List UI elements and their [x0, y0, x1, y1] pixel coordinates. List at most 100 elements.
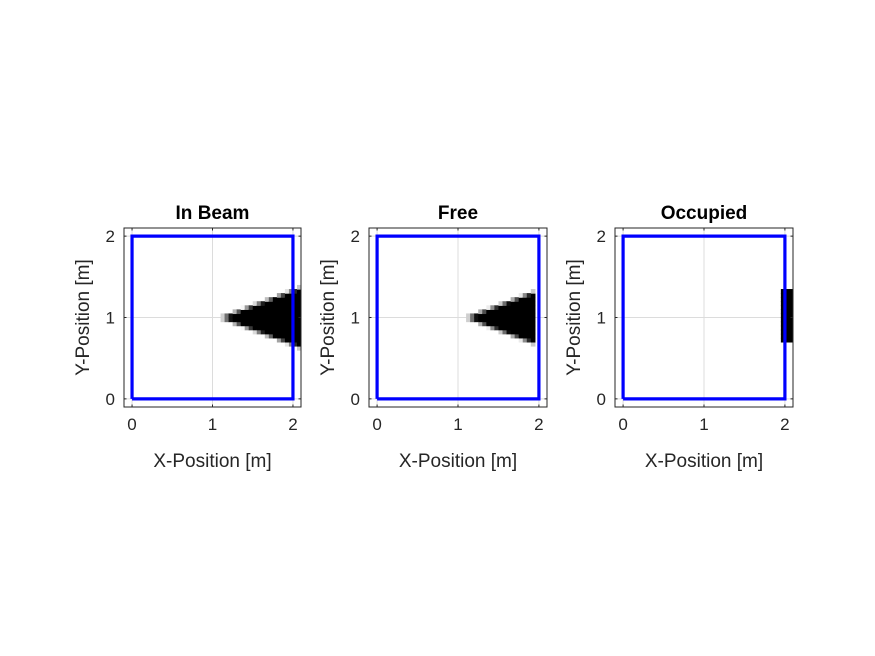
occupancy-cell: [292, 297, 298, 302]
occupancy-cell: [474, 313, 479, 319]
occupancy-cell: [522, 321, 528, 327]
occupancy-cell: [514, 309, 520, 315]
occupancy-cell: [466, 313, 471, 319]
occupancy-cell: [256, 325, 262, 331]
occupancy-cell: [256, 317, 262, 323]
occupancy-cell: [514, 317, 520, 323]
occupancy-cell: [780, 309, 786, 315]
occupancy-cell: [526, 301, 532, 306]
occupancy-cell: [272, 317, 278, 323]
occupancy-cell: [296, 289, 301, 294]
occupancy-cell: [224, 317, 230, 323]
occupancy-cell: [296, 333, 301, 339]
occupancy-cell: [240, 313, 246, 319]
occupancy-cell: [276, 325, 282, 331]
occupancy-cell: [256, 321, 262, 327]
occupancy-cell: [240, 321, 246, 327]
occupancy-cell: [264, 313, 270, 319]
occupancy-cell: [268, 305, 274, 310]
occupancy-cell: [514, 301, 520, 306]
occupancy-cell: [260, 325, 266, 331]
occupancy-cell: [288, 333, 294, 339]
occupancy-cell: [780, 325, 786, 331]
y-axis-label: Y-Position [m]: [564, 259, 585, 376]
occupancy-cell: [780, 293, 786, 298]
occupancy-cell: [280, 317, 286, 323]
subplot-title: Occupied: [661, 203, 748, 224]
occupancy-cell: [498, 325, 504, 331]
occupancy-cell: [522, 337, 528, 343]
occupancy-cell: [788, 301, 793, 306]
occupancy-cell: [252, 309, 258, 315]
occupancy-cell: [486, 309, 491, 315]
occupancy-cell: [522, 333, 528, 339]
y-tick-label: 2: [597, 227, 606, 246]
occupancy-cell: [264, 297, 270, 302]
occupancy-cells: [466, 289, 536, 347]
occupancy-cell: [232, 317, 238, 323]
occupancy-cell: [482, 317, 487, 323]
x-tick-label: 2: [534, 415, 543, 434]
occupancy-cell: [780, 321, 786, 327]
occupancy-cell: [284, 337, 290, 343]
occupancy-cell: [296, 321, 301, 327]
occupancy-cell: [272, 333, 278, 339]
occupancy-cell: [784, 317, 790, 323]
occupancy-cell: [514, 329, 520, 335]
occupancy-cell: [260, 301, 266, 306]
occupancy-cell: [288, 321, 294, 327]
occupancy-cell: [518, 329, 524, 335]
occupancy-cell: [526, 329, 532, 335]
occupancy-cell: [268, 301, 274, 306]
occupancy-cell: [264, 317, 270, 323]
occupancy-cell: [530, 309, 536, 315]
occupancy-cell: [498, 309, 504, 315]
occupancy-cell: [502, 301, 508, 306]
occupancy-cell: [510, 305, 516, 310]
occupancy-cell: [296, 309, 301, 315]
occupancy-cell: [268, 313, 274, 319]
occupancy-cell: [526, 325, 532, 331]
occupancy-cell: [244, 321, 250, 327]
occupancy-cell: [780, 317, 786, 323]
x-tick-label: 0: [127, 415, 136, 434]
occupancy-cell: [264, 329, 270, 335]
x-tick-label: 1: [208, 415, 217, 434]
occupancy-cell: [248, 325, 254, 331]
occupancy-cell: [780, 305, 786, 310]
occupancy-cell: [530, 329, 536, 335]
subplot-title: Free: [438, 203, 478, 224]
boundary-line: [621, 234, 787, 401]
occupancy-cell: [264, 309, 270, 315]
occupancy-cell: [780, 289, 786, 294]
occupancy-cell: [518, 313, 524, 319]
occupancy-cell: [260, 317, 266, 323]
occupancy-cell: [236, 309, 242, 315]
occupancy-cell: [780, 297, 786, 302]
occupancy-cell: [236, 313, 242, 319]
occupancy-cell: [530, 293, 536, 298]
x-tick-label: 0: [618, 415, 627, 434]
occupancy-cell: [220, 313, 226, 319]
occupancy-cell: [490, 325, 496, 331]
occupancy-cell: [256, 305, 262, 310]
occupancy-cell: [284, 301, 290, 306]
occupancy-cell: [244, 305, 250, 310]
occupancy-cell: [264, 325, 270, 331]
occupancy-cell: [486, 325, 491, 331]
occupancy-cell: [506, 305, 512, 310]
occupancy-cell: [482, 313, 487, 319]
occupancy-cell: [530, 341, 536, 347]
occupancy-cell: [494, 309, 500, 315]
occupancy-cell: [788, 321, 793, 327]
occupancy-cell: [284, 317, 290, 323]
occupancy-cell: [780, 313, 786, 319]
occupancy-cell: [530, 321, 536, 327]
occupancy-cell: [296, 341, 301, 347]
occupancy-cell: [292, 289, 298, 294]
occupancy-cell: [284, 325, 290, 331]
occupancy-cell: [272, 297, 278, 302]
occupancy-cell: [502, 325, 508, 331]
occupancy-cell: [526, 309, 532, 315]
